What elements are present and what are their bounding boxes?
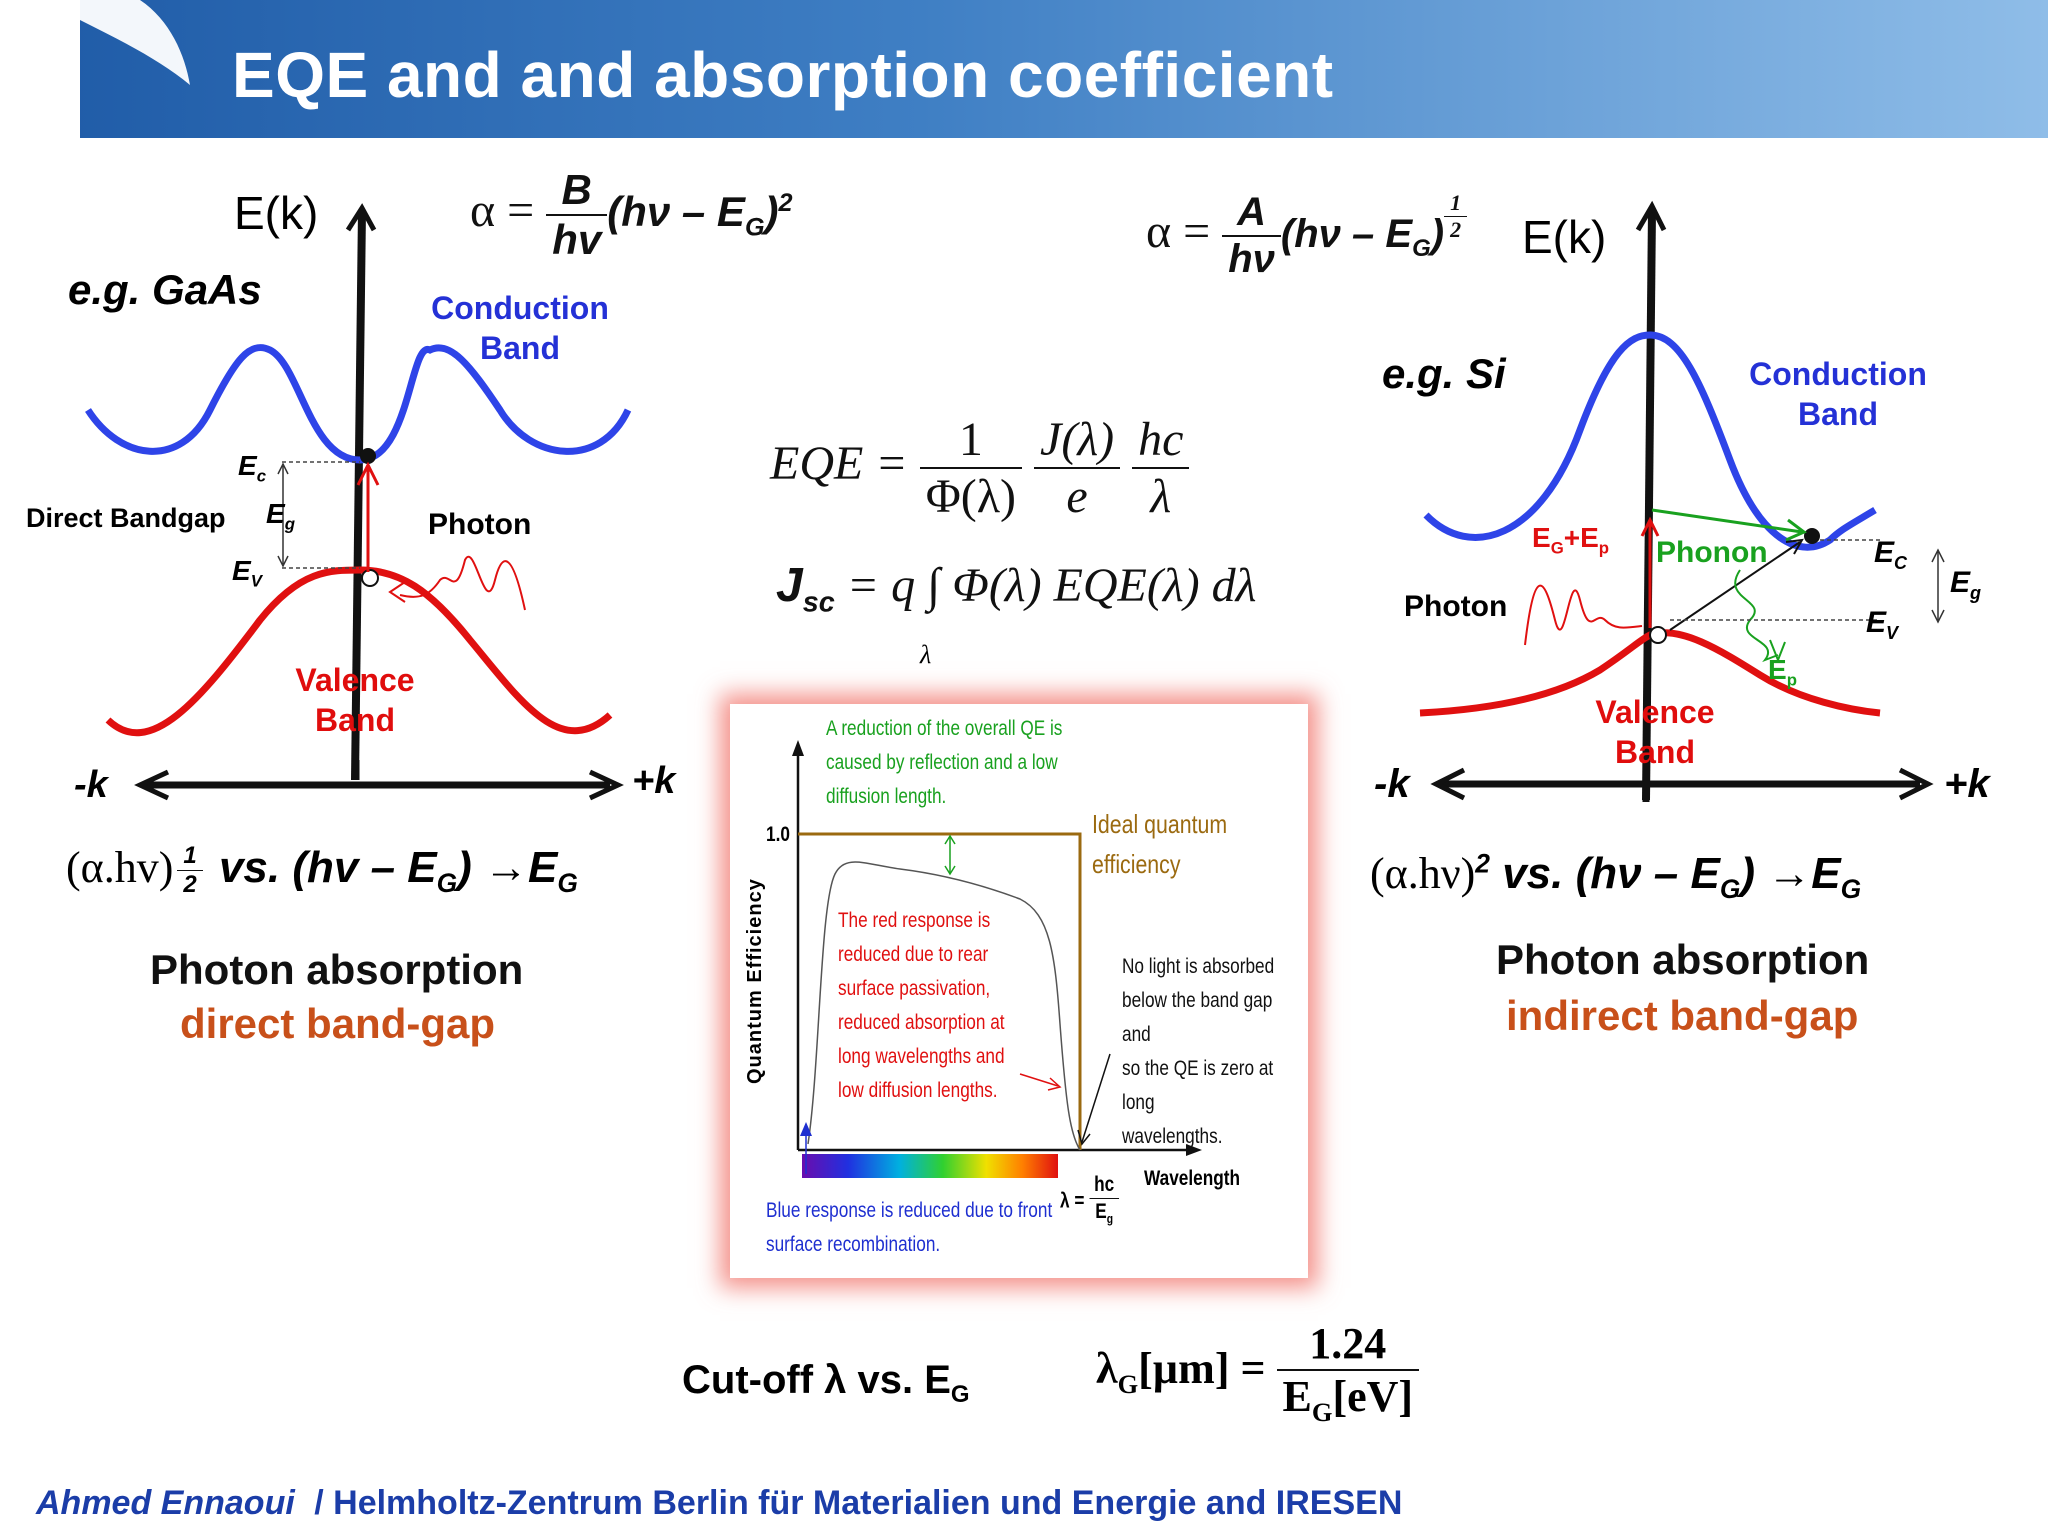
direct-bandgap-label: Direct Bandgap: [26, 503, 226, 533]
eqe-equation: EQE = 1 Φ(λ) J(λ) e hc λ: [770, 412, 1190, 524]
ec-label-right: EC: [1874, 536, 1908, 573]
cutoff-label: Cut-off λ vs. EG: [682, 1358, 970, 1408]
valence-band-label-left: Valence Band: [295, 662, 415, 738]
jsc-integral-limit: λ: [920, 640, 932, 669]
cutoff-equation: λG[µm] = 1.24 EG[eV]: [1096, 1318, 1420, 1428]
conduction-band-curve-right: [1423, 331, 1877, 551]
ev-label-right: EV: [1866, 606, 1899, 643]
energy-axis-right: [1642, 209, 1656, 801]
ep-label: Ep: [1768, 654, 1797, 690]
footer-organization: / Helmholtz-Zentrum Berlin für Materiali…: [314, 1484, 1403, 1522]
hole-dot-right: [1649, 626, 1667, 644]
ideal-qe-line: [798, 832, 1082, 1150]
k-axis-left-arrowhead: [134, 769, 170, 801]
photon-label-left: Photon: [428, 508, 532, 541]
direct-absorption-formula: α = B hv (hν – EG)2: [470, 166, 793, 263]
neg-k-label-left: -k: [74, 764, 108, 806]
indirect-caption-line1: Photon absorption: [1496, 936, 1870, 983]
energy-axis-arrowhead: [345, 203, 377, 232]
conduction-band-label-left: Conduction Band: [431, 290, 609, 366]
material-label-gaas: e.g. GaAs: [68, 266, 262, 313]
qe-note-ideal: Ideal quantum efficiency: [1092, 809, 1228, 879]
indirect-caption-line2: indirect band-gap: [1506, 992, 1859, 1039]
ec-label-left: Ec: [238, 450, 267, 486]
footer-author: Ahmed Ennaoui: [36, 1484, 295, 1522]
eg-label-left: Eg: [266, 498, 295, 534]
real-qe-curve: [807, 861, 1081, 1151]
footer: Ahmed Ennaoui / Helmholtz-Zentrum Berlin…: [36, 1484, 1402, 1523]
qe-x-axis-label: Wavelength: [1144, 1167, 1241, 1190]
direct-plot-rule: (α.hv) 1 2 vs. (hv – EG) →EG: [66, 842, 578, 898]
eg-label-right: Eg: [1950, 566, 1982, 603]
qe-note-no-absorption: No light is absorbed below the band gap a…: [1122, 955, 1275, 1148]
indirect-bandgap-diagram: [1419, 200, 1945, 802]
ev-label-left: EV: [232, 555, 262, 591]
energy-axis: [351, 209, 366, 781]
header-swoosh-logo: [0, 0, 190, 138]
energy-axis-label-right: E(k): [1522, 211, 1607, 263]
pos-k-label-right: +k: [1944, 762, 1990, 806]
photon-wave-right: [1524, 584, 1643, 646]
conduction-band-curve: [85, 344, 632, 464]
photon-label-right: Photon: [1404, 590, 1508, 623]
hole-dot: [361, 569, 379, 587]
qe-note-blue-response: Blue response is reduced due to front sur…: [766, 1199, 1053, 1256]
direct-bandgap-diagram: [85, 203, 632, 801]
electron-dot-right: [1804, 528, 1820, 544]
indirect-plot-rule: (α.hν)2 vs. (hν – EG) →EG: [1370, 848, 1862, 904]
qe-plot: [792, 740, 1202, 1178]
k-axis-right-arrowhead: [588, 769, 624, 801]
direct-caption-line1: Photon absorption: [150, 946, 524, 993]
neg-k-label-right: -k: [1374, 762, 1410, 806]
title-bar: [0, 0, 2048, 138]
qe-cutoff-label: λ = hc Eg: [1060, 1172, 1120, 1232]
qe-note-reflection: A reduction of the overall QE is caused b…: [826, 717, 1063, 808]
energy-axis-label-left: E(k): [234, 187, 319, 239]
conduction-band-label-right: Conduction Band: [1749, 356, 1927, 432]
valence-band-label-right: Valence Band: [1595, 694, 1715, 770]
slide-title: EQE and and absorption coefficient: [232, 39, 1334, 111]
spectrum-bar: [802, 1154, 1058, 1178]
photon-wave: [399, 556, 526, 611]
phonon-label: Phonon: [1656, 536, 1768, 569]
electron-dot: [360, 448, 376, 464]
energy-axis-right-arrowhead: [1635, 200, 1667, 232]
quantum-efficiency-figure: Quantum Efficiency 1.0 Wavelength λ = hc…: [730, 704, 1308, 1278]
material-label-si: e.g. Si: [1382, 350, 1506, 397]
eg-plus-ep-label: EG+Ep: [1532, 522, 1610, 558]
qe-note-red-response: The red response is reduced due to rear su…: [838, 909, 1005, 1102]
pos-k-label-left: +k: [632, 760, 676, 802]
jsc-equation: Jsc = q ∫ Φ(λ) EQE(λ) dλ: [776, 559, 1257, 619]
valence-band-curve: [105, 566, 613, 736]
direct-caption-line2: direct band-gap: [180, 1000, 496, 1047]
qe-y-tick-1: 1.0: [766, 823, 790, 846]
